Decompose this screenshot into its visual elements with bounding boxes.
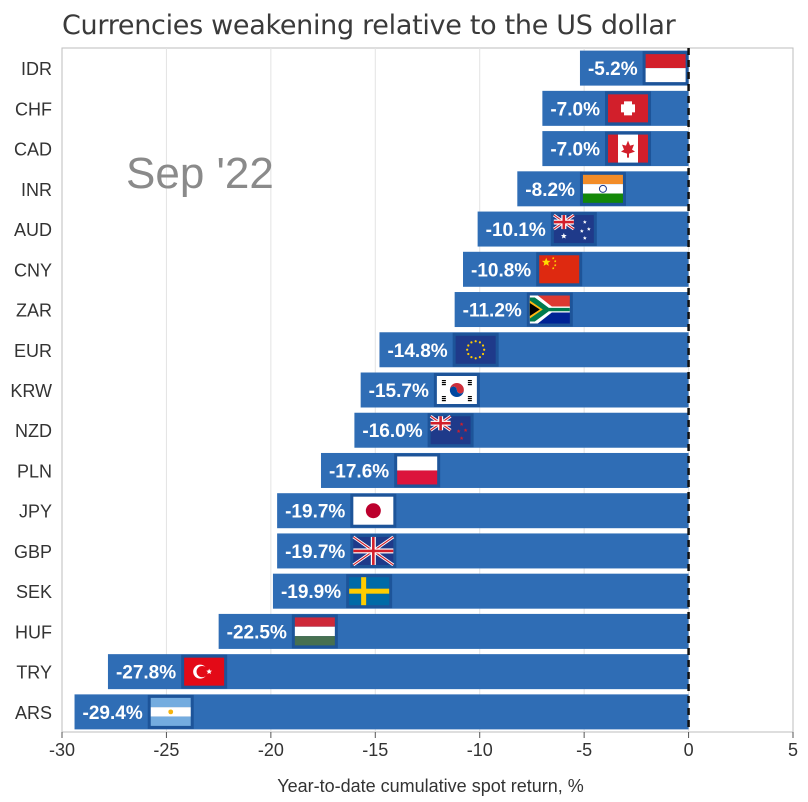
x-tick-label: -25 (153, 740, 179, 760)
bar-jpy (277, 493, 689, 529)
category-label: TRY (16, 663, 52, 683)
value-label: -19.9% (281, 582, 341, 603)
bar-gbp (277, 533, 689, 569)
x-tick-label: 5 (788, 740, 798, 760)
x-tick-label: 0 (684, 740, 694, 760)
bar-krw (360, 372, 689, 408)
category-label: ARS (15, 703, 52, 723)
poland-flag-icon (394, 453, 441, 488)
value-label: -15.7% (369, 381, 429, 402)
turkey-flag-icon (181, 654, 228, 689)
value-label: -11.2% (463, 301, 522, 322)
x-tick-label: -30 (49, 740, 75, 760)
x-tick-label: -10 (467, 740, 493, 760)
value-label: -29.4% (83, 703, 143, 724)
china-flag-icon (536, 252, 583, 287)
bar-nzd (354, 412, 689, 448)
hungary-flag-icon (291, 614, 338, 649)
category-label: JPY (19, 502, 52, 522)
value-label: -22.5% (227, 622, 287, 643)
value-label: -7.0% (550, 140, 600, 161)
x-tick-label: -15 (362, 740, 388, 760)
value-label: -27.8% (116, 663, 176, 684)
category-label: INR (21, 180, 52, 200)
annotation-label: Sep '22 (126, 149, 274, 198)
bar-huf (218, 613, 689, 649)
sweden-flag-icon (346, 574, 393, 609)
japan-flag-icon (350, 493, 397, 528)
chart-title: Currencies weakening relative to the US … (62, 10, 676, 41)
south-korea-flag-icon (433, 373, 480, 407)
category-label: HUF (15, 622, 52, 642)
category-label: EUR (14, 341, 52, 361)
category-label: CHF (15, 99, 52, 119)
category-label: NZD (15, 421, 52, 441)
eu-flag-icon (452, 332, 499, 367)
south-africa-flag-icon (526, 292, 573, 327)
argentina-flag-icon (147, 694, 194, 729)
australia-flag-icon (550, 212, 597, 247)
value-label: -19.7% (285, 502, 345, 523)
value-label: -19.7% (285, 542, 345, 563)
bar-sek (272, 573, 689, 609)
category-label: GBP (14, 542, 52, 562)
x-tick-label: -5 (576, 740, 592, 760)
category-label: CNY (14, 260, 52, 280)
new-zealand-flag-icon (427, 413, 474, 448)
x-axis-label: Year-to-date cumulative spot return, % (277, 776, 584, 796)
bar-eur (379, 332, 689, 368)
category-label: ZAR (16, 301, 52, 321)
category-label: CAD (14, 140, 52, 160)
category-label: IDR (21, 59, 52, 79)
category-label: KRW (10, 381, 52, 401)
value-label: -10.8% (471, 260, 531, 281)
category-label: AUD (14, 220, 52, 240)
value-label: -5.2% (588, 59, 638, 80)
canada-flag-icon (605, 131, 652, 166)
bar-pln (320, 452, 689, 488)
category-label: SEK (16, 582, 52, 602)
category-label: PLN (17, 461, 52, 481)
value-label: -10.1% (486, 220, 546, 241)
uk-flag-icon (350, 533, 397, 568)
value-label: -14.8% (387, 341, 447, 362)
indonesia-flag-icon (642, 51, 689, 86)
x-tick-label: -20 (258, 740, 284, 760)
value-label: -16.0% (362, 421, 422, 442)
value-label: -7.0% (550, 99, 600, 120)
india-flag-icon (579, 171, 626, 206)
switzerland-flag-icon (605, 91, 652, 126)
value-label: -17.6% (329, 461, 389, 482)
value-label: -8.2% (525, 180, 575, 201)
